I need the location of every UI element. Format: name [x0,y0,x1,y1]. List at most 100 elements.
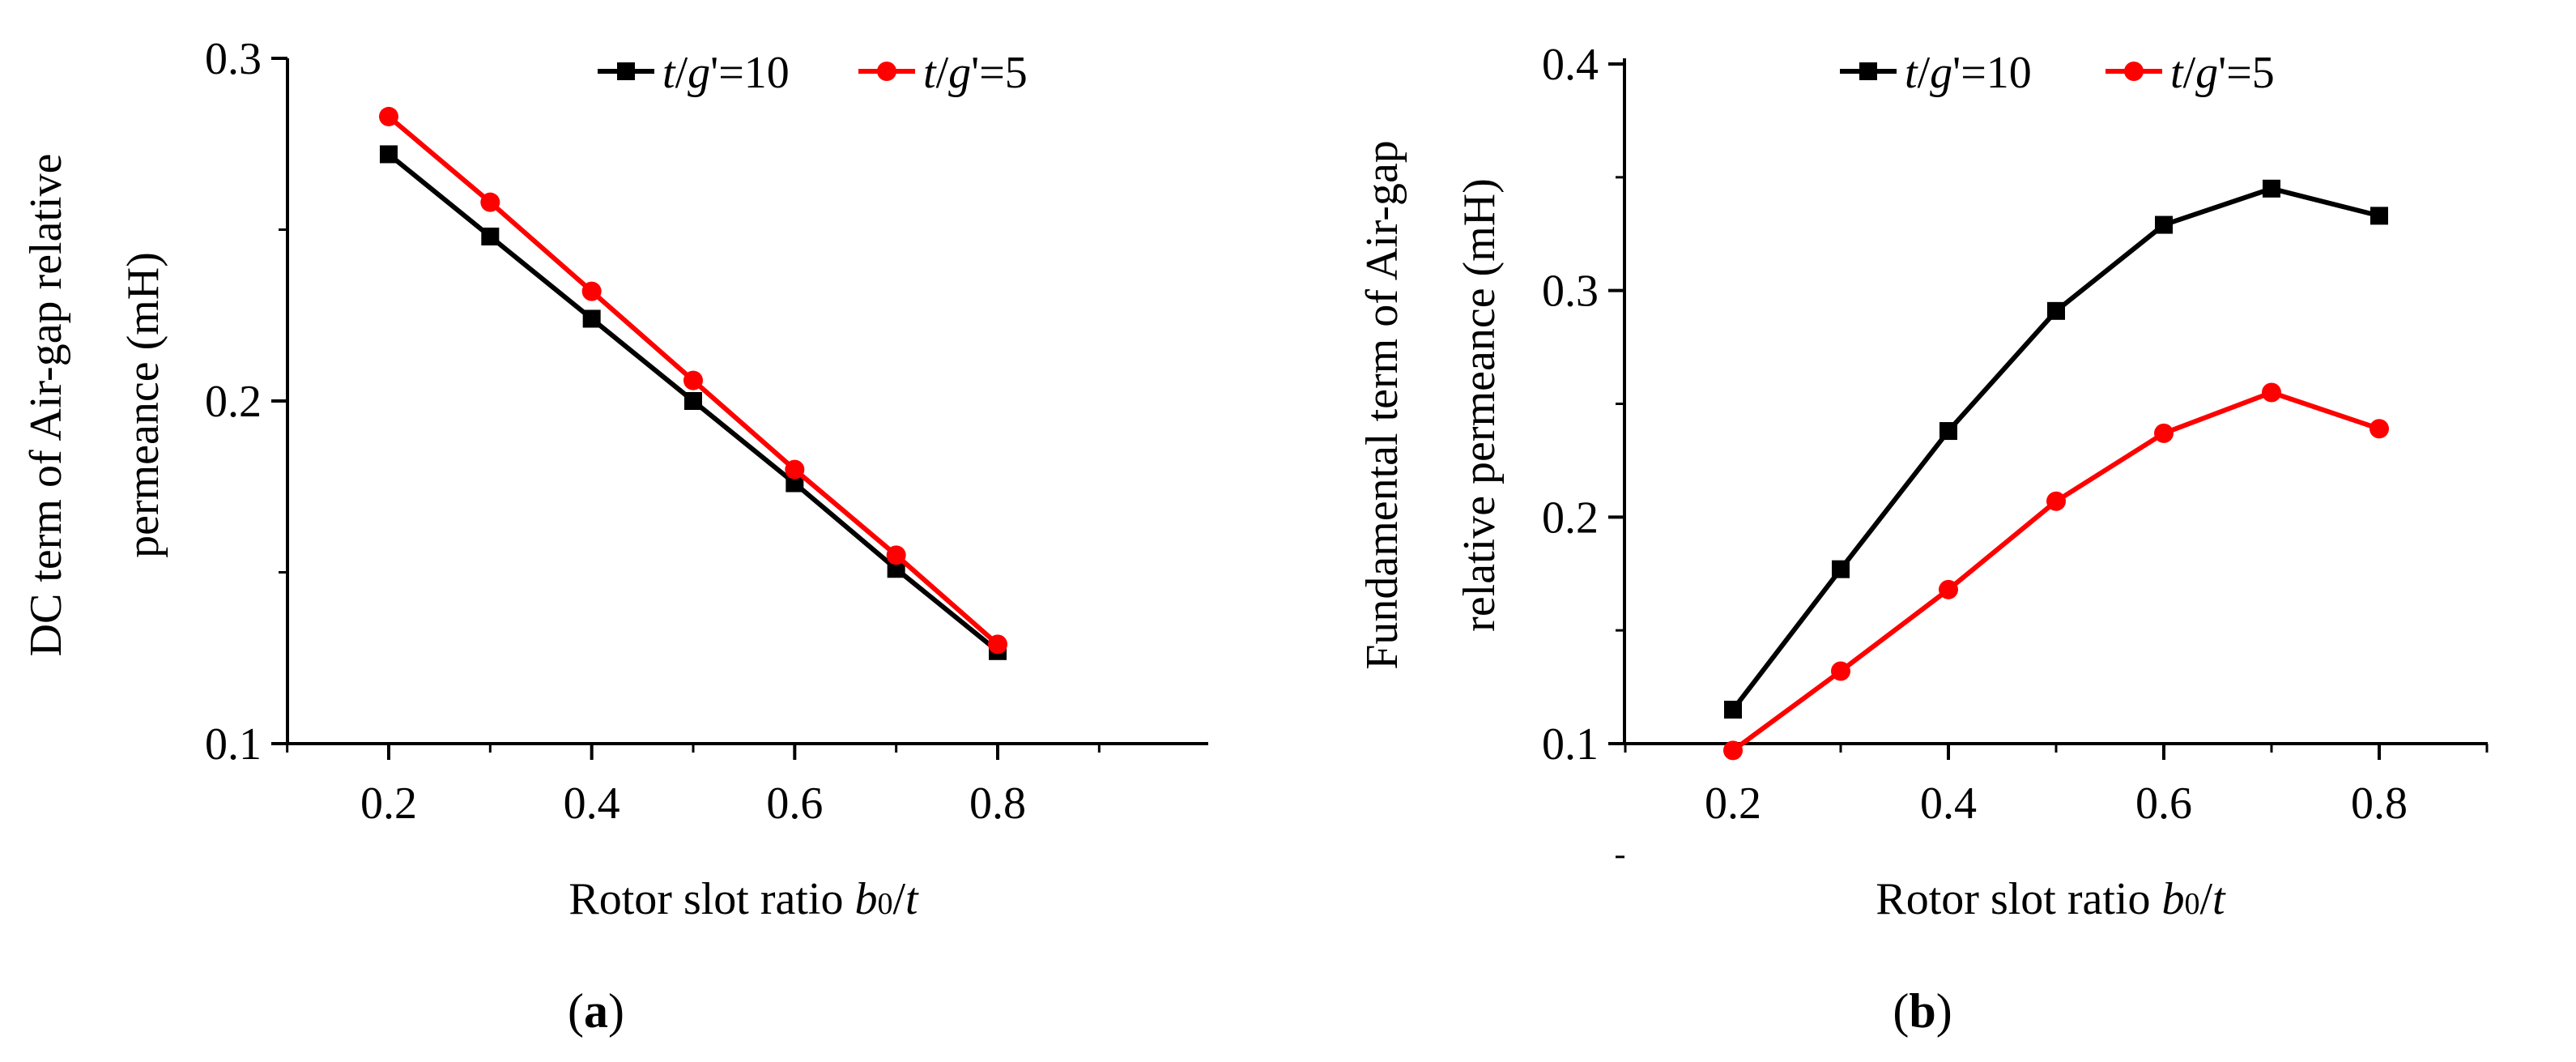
panel-a-series-2-point [379,106,398,126]
panel-a-series-2-point [581,281,602,301]
legend-value: '=10 [1952,48,2032,98]
panel-b-series-1-point [2047,301,2065,320]
panel-a-x-tick-label: 0.6 [766,778,823,829]
panel-b-series-1-point [2263,179,2280,198]
legend-var-g: g [948,48,971,98]
panel-b-legend-entry-series-2: t/g'=5 [2106,48,2275,98]
panel-a-legend-label-series-2: t/g'=5 [923,48,1028,98]
panel-b-y-tick-label: 0.3 [1542,267,1599,317]
panel-b-series-2-line [1731,390,2380,753]
panel-b-legend-marker-series-1 [1859,62,1877,80]
x-title-var-b: b [854,874,877,924]
panel-label-letter: a [584,984,608,1038]
legend-var-t: t [923,48,937,98]
panel-b-series-1-point [1724,701,1742,719]
x-title-var-b: b [2161,874,2184,924]
panel-label-close-paren: ) [608,984,624,1038]
x-title-subscript: 0 [877,887,892,921]
panel-b-series-1-point [2370,207,2388,225]
legend-slash: / [2183,48,2196,98]
x-title-prefix: Rotor slot ratio [568,874,854,924]
panel-b-series-2-point [2369,419,2389,439]
panel-a-y-tick-label: 0.2 [205,377,262,427]
panel-b-legend: t/g'=10 t/g'=5 [1840,48,2275,98]
panel-b-y-axis-title-line-1: Fundamental term of Air-gap [1357,140,1407,670]
panel-a-legend-entry-series-1: t/g'=10 [598,48,790,98]
panel-a-series-1-point [582,309,601,328]
panel-a-series-1-point [684,392,702,410]
panel-a-series-2-point [785,459,805,480]
panel-b-chart: 0.10.20.30.40.2 0.4 0.6 0.8 t/g'=10 t/g'=5 … [1357,40,2489,1038]
panel-a-legend-entry-series-2: t/g'=5 [858,48,1028,98]
panel-label-close-paren: ) [1936,984,1952,1038]
panel-a-y-tick-label: 0.1 [205,719,262,770]
panel-b-series-2-point [2046,491,2066,511]
panel-b-series-2-point [1939,579,1958,599]
x-title-slash: / [892,874,905,924]
panel-b-series-1-point [1939,422,1957,441]
panel-b-series-2-point [2154,423,2174,443]
legend-var-g: g [2195,48,2218,98]
panel-b-x-tick-label: 0.2 [1705,778,1761,829]
legend-var-t: t [1905,48,1918,98]
legend-var-g: g [1930,48,1952,98]
panel-a-legend-label-series-1: t/g'=10 [662,48,790,98]
panel-b-legend-label-series-1: t/g'=10 [1905,48,2032,98]
x-title-prefix: Rotor slot ratio [1876,874,2161,924]
panel-b-x-axis-title: Rotor slot ratio b0/t [1876,874,2226,924]
panel-b-series-2-point [1723,740,1743,761]
panel-a-series-1-point [481,227,500,245]
panel-b-label: (b) [1893,984,1952,1038]
panel-b-legend-label-series-2: t/g'=5 [2170,48,2275,98]
panel-b-y-tick-label: 0.4 [1542,40,1599,90]
legend-var-g: g [688,48,710,98]
panel-b-legend-entry-series-1: t/g'=10 [1840,48,2032,98]
panel-a-x-tick-label: 0.8 [969,778,1026,829]
panel-a-chart: 0.10.20.30.2 0.4 0.6 0.8 t/g'=10 t/g'=5 DC … [21,34,1208,1038]
panel-a-legend: t/g'=10 t/g'=5 [598,48,1028,98]
panel-a-x-axis-title: Rotor slot ratio b0/t [568,874,919,924]
panel-a-y-tick-label: 0.3 [205,34,262,84]
panel-b-y-axis-title-line-2: relative permeance (mH) [1454,178,1505,632]
panel-a-x-tick-label: 0.2 [360,778,417,829]
panel-b-x-tick-label: 0.6 [2135,778,2192,829]
panel-a-series-2-point [886,545,906,565]
legend-value: '=5 [971,48,1028,98]
legend-value: '=5 [2218,48,2275,98]
legend-var-t: t [662,48,676,98]
panel-b-series-1-point [2155,215,2173,234]
panel-b-x-tick-label: 0.8 [2351,778,2408,829]
panel-a-series-1-point [786,474,804,493]
panel-b-y-tick-label: 0.1 [1542,719,1599,770]
panel-a-x-tick-label: 0.4 [564,778,620,829]
panel-b-series-2-point [1831,661,1850,681]
panel-label-letter: b [1909,984,1935,1038]
legend-slash: / [675,48,688,98]
panel-a-series-1-point [887,560,905,578]
panel-a-series-2-point [683,370,703,390]
panel-a-series-2-point [988,634,1007,655]
panel-label-open-paren: ( [1893,984,1909,1038]
x-title-var-t: t [2212,874,2226,924]
panel-b-series-1-line [1731,186,2380,711]
legend-slash: / [936,48,949,98]
panel-b-series-1-point [1832,560,1850,578]
panel-b-series-2-point [2262,382,2281,403]
panel-b-y-tick-label: 0.2 [1542,493,1599,543]
x-title-subscript: 0 [2184,887,2199,921]
x-title-slash: / [2199,874,2212,924]
x-title-var-t: t [905,874,919,924]
panel-a-series-1-point [380,145,398,164]
panel-b-x-tick-label: 0.4 [1920,778,1977,829]
panel-a-y-axis-title-line-2: permeance (mH) [118,252,168,558]
legend-slash: / [1918,48,1931,98]
panel-a-y-axis-title-line-1: DC term of Air-gap relative [21,154,71,657]
panel-a-label: (a) [568,984,624,1038]
panel-label-open-paren: ( [568,984,584,1038]
panel-a-legend-marker-series-2 [877,62,896,81]
panel-a-legend-marker-series-1 [617,62,635,80]
legend-value: '=10 [710,48,790,98]
legend-var-t: t [2170,48,2184,98]
panel-a-series-2-point [480,192,500,212]
